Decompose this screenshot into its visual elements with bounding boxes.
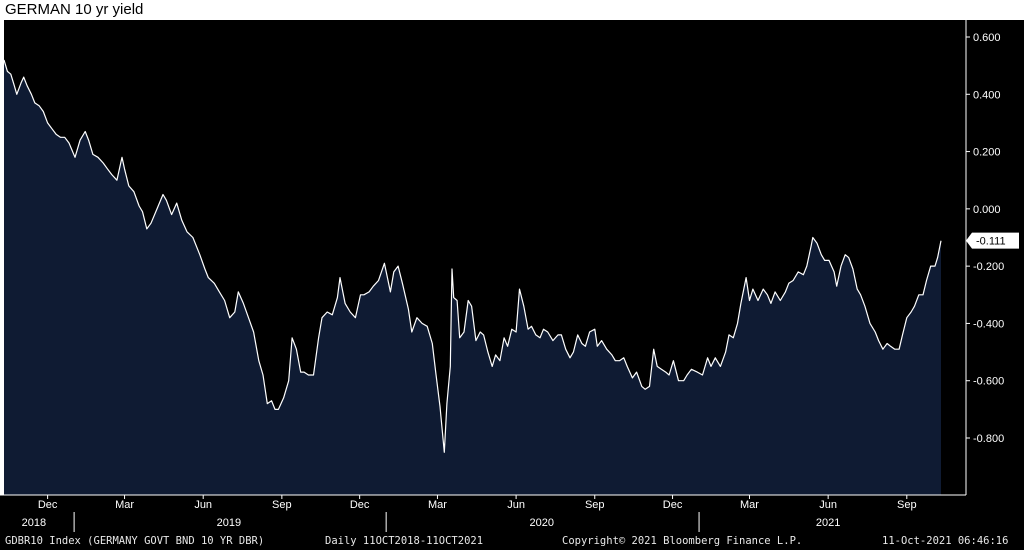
footer-copyright: Copyright© 2021 Bloomberg Finance L.P. — [562, 535, 803, 547]
yield-line — [3, 59, 942, 453]
x-axis-background — [0, 495, 1024, 532]
y-tick-label: -0.800 — [973, 433, 1004, 445]
label-layer: 0.600 0.400 0.200 0.000 -0.200 -0.400 -0.600 -0… — [22, 32, 1019, 529]
x-tick-label: Dec — [663, 499, 683, 511]
footer-range: Daily 11OCT2018-11OCT2021 — [325, 535, 484, 547]
footer-index: GDBR10 Index (GERMANY GOVT BND 10 YR DBR… — [5, 535, 265, 547]
y-tick-label: 0.600 — [973, 32, 1001, 44]
y-axis-background — [966, 20, 1024, 495]
year-label: 2019 — [217, 517, 241, 529]
last-value-tag — [966, 232, 1019, 249]
x-tick-label: Mar — [115, 499, 134, 511]
x-tick-label: Mar — [740, 499, 759, 511]
y-tick-label: 0.000 — [973, 204, 1001, 216]
y-tick-label: -0.600 — [973, 376, 1004, 388]
y-tick-label: -0.400 — [973, 318, 1004, 330]
area-layer — [3, 59, 942, 496]
axis-layer — [0, 20, 970, 532]
footer-bar: GDBR10 Index (GERMANY GOVT BND 10 YR DBR… — [0, 532, 1024, 550]
footer-timestamp: 11-Oct-2021 06:46:16 — [882, 535, 1009, 547]
x-tick-label: Dec — [350, 499, 370, 511]
last-value-label: -0.111 — [976, 236, 1006, 248]
area-fill — [4, 59, 941, 496]
x-tick-label: Jun — [194, 499, 212, 511]
year-label: 2020 — [530, 517, 554, 529]
y-tick-label: 0.400 — [973, 89, 1001, 101]
yield-chart: 0.600 0.400 0.200 0.000 -0.200 -0.400 -0.600 -0… — [0, 20, 1024, 532]
year-label: 2018 — [22, 517, 46, 529]
x-tick-label: Jun — [819, 499, 837, 511]
x-tick-label: Sep — [897, 499, 917, 511]
chart-title: GERMAN 10 yr yield — [5, 1, 144, 18]
x-tick-label: Sep — [585, 499, 605, 511]
y-tick-label: -0.200 — [973, 261, 1004, 273]
x-tick-label: Mar — [428, 499, 447, 511]
x-tick-label: Sep — [272, 499, 292, 511]
y-tick-label: 0.200 — [973, 147, 1001, 159]
x-tick-label: Jun — [507, 499, 525, 511]
x-tick-label: Dec — [38, 499, 58, 511]
year-label: 2021 — [816, 517, 840, 529]
